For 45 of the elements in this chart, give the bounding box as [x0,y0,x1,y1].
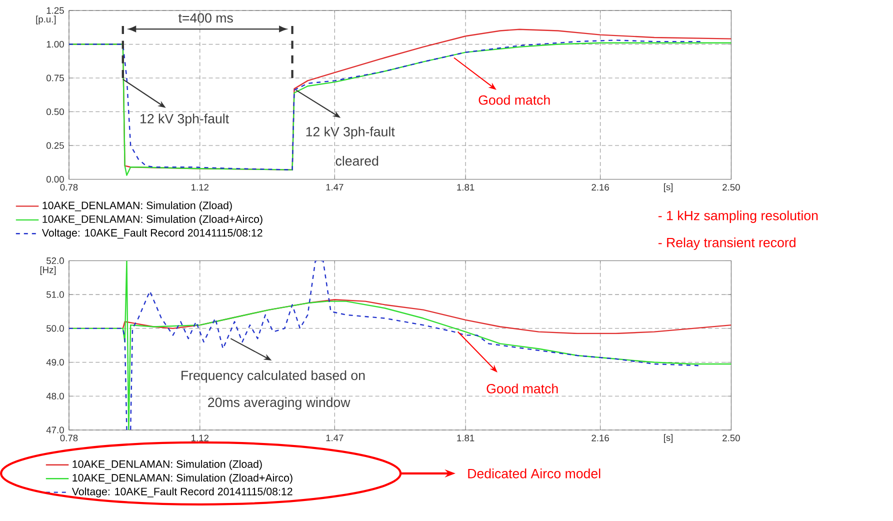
y-axis-title: [Hz] [40,266,56,275]
y-tick-label: 0.00 [46,176,64,182]
annotation: Frequency calculated based on [182,370,365,383]
x-tick-label: 1.47 [326,434,344,441]
y-axis-title: [p.u.] [36,15,56,24]
legend-label: Voltage: 10AKE_Fault Record 20141115/08:12 [72,487,292,498]
x-axis-title: [s] [664,434,673,443]
x-axis-title: [s] [664,183,673,192]
x-tick-label: 1.12 [192,184,208,190]
y-tick-label: 47.0 [46,426,64,434]
legend-label: 10AKE_DENLAMAN: Simulation (Zload) [72,460,262,470]
x-tick-label: 0.78 [60,434,78,442]
annotation: 20ms averaging window [208,397,350,410]
text: - 1 kHz sampling resolution [658,210,818,223]
legend-label: Voltage: 10AKE_Fault Record 20141115/08:12 [42,228,262,239]
x-tick-label: 2.50 [722,184,740,190]
x-tick-label: 0.78 [60,184,78,190]
y-tick-label: 0.25 [46,142,64,149]
y-tick-label: 0.75 [46,74,64,82]
x-tick-label: 2.16 [592,184,609,190]
y-tick-label: 49.0 [46,358,64,366]
annotation: 12 kV 3ph-fault [306,126,395,139]
y-tick-label: 48.0 [46,392,64,400]
legend-label: 10AKE_DENLAMAN: Simulation (Zload+Airco) [72,474,292,484]
annotation: Good match [486,383,558,394]
y-tick-label: 1.25 [46,7,64,14]
y-tick-label: 51.0 [46,291,64,298]
x-tick-label: 1.81 [457,184,474,190]
x-tick-label: 1.47 [326,184,344,190]
text: Dedicated Airco model [468,468,600,478]
annotation: cleared [336,156,378,166]
y-tick-label: 0.50 [46,108,64,115]
annotation: 12 kV 3ph-fault [140,113,229,126]
annotation: Good match [478,94,550,105]
legend-label: 10AKE_DENLAMAN: Simulation (Zload) [42,201,232,212]
text: - Relay transient record [658,237,796,250]
x-tick-label: 1.81 [457,434,474,442]
y-tick-label: 50.0 [46,324,64,332]
annotation: t=400 ms [178,13,233,22]
x-tick-label: 2.50 [722,434,740,442]
y-tick-label: 1.00 [46,40,64,48]
legend-label: 10AKE_DENLAMAN: Simulation (Zload+Airco) [42,214,262,225]
y-tick-label: 52.0 [46,257,64,264]
x-tick-label: 1.12 [192,434,208,442]
x-tick-label: 2.16 [592,434,609,442]
